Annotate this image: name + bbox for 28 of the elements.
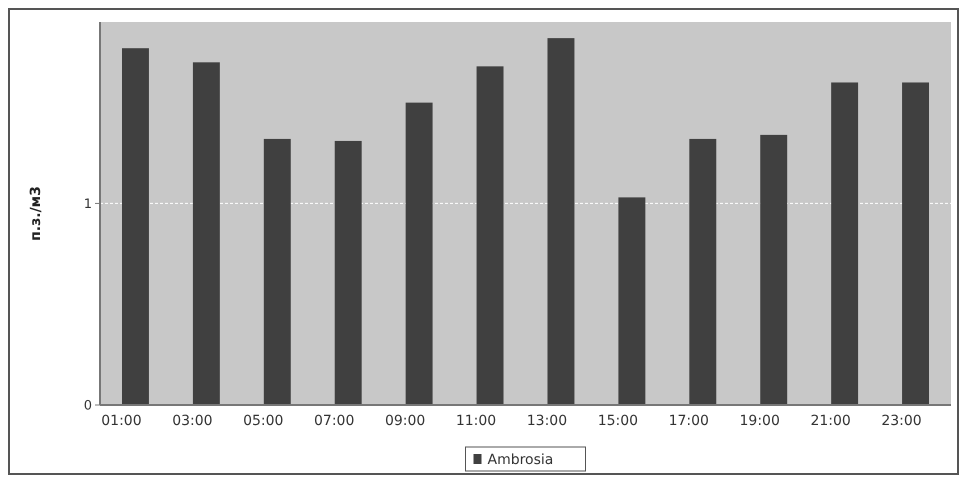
x-tick-label: 15:00 (598, 413, 638, 429)
x-tick-label: 23:00 (881, 413, 922, 429)
x-tick-label: 05:00 (243, 413, 284, 429)
bar (831, 82, 858, 405)
bar (760, 134, 788, 405)
x-tick-label: 07:00 (314, 413, 354, 429)
x-tick-label: 17:00 (668, 413, 709, 429)
x-tick-label: 21:00 (810, 413, 851, 429)
y-tick-label: 0 (84, 398, 92, 414)
bar (618, 197, 646, 405)
bar (122, 48, 149, 405)
x-tick-label: 01:00 (101, 413, 142, 429)
bar (476, 66, 504, 405)
bar (192, 62, 220, 405)
bar (334, 140, 362, 405)
x-tick-label: 11:00 (456, 413, 496, 429)
x-tick-label: 19:00 (740, 413, 780, 429)
bar (547, 38, 574, 405)
x-tick-label: 03:00 (172, 413, 213, 429)
bar (264, 138, 291, 405)
y-tick-label: 1 (84, 196, 92, 212)
legend-label: Ambrosia (488, 452, 554, 468)
bar (902, 82, 930, 405)
y-axis-title: п.з./м3 (28, 186, 44, 241)
x-tick-label: 13:00 (526, 413, 568, 429)
bar (689, 138, 716, 405)
bar (406, 102, 433, 405)
x-tick-label: 09:00 (384, 413, 426, 429)
